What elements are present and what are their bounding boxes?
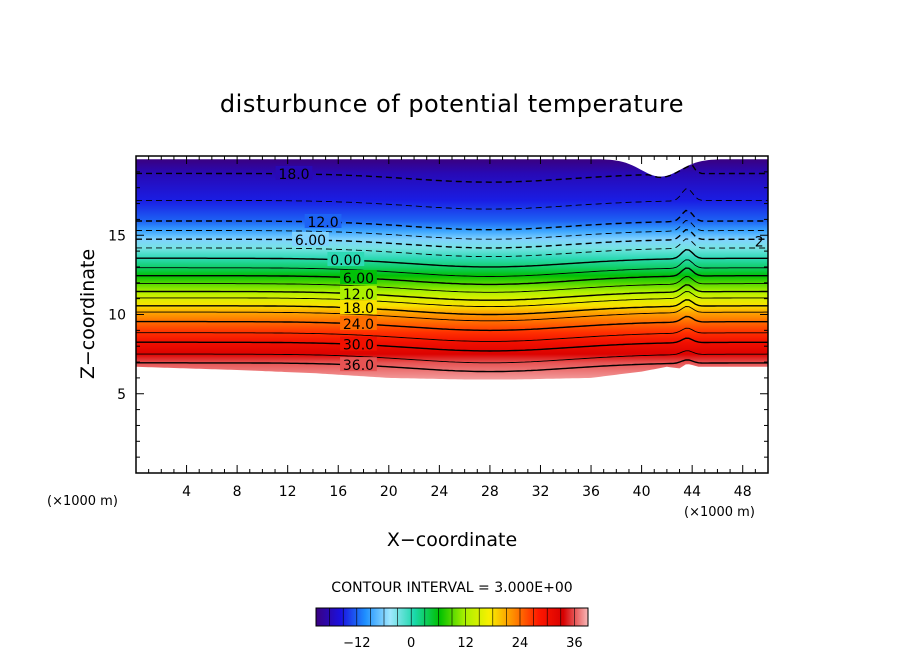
contour-line <box>136 284 768 301</box>
x-tick-label: 36 <box>582 484 600 500</box>
colorbar: −12 0 12 24 36 <box>315 607 589 651</box>
contour-line <box>136 315 768 332</box>
contour-line <box>136 209 768 231</box>
contour-line <box>136 306 768 322</box>
colorbar-tick-label: 24 <box>512 636 529 651</box>
contour-labels: 36.030.024.018.012.06.000.006.0012.018.0… <box>275 165 764 374</box>
x-axis-label: X−coordinate <box>387 529 517 551</box>
contour-label: 2 <box>755 235 764 251</box>
x-axis-ticks: 4 8 12 16 20 24 28 32 36 40 44 48 <box>148 156 756 500</box>
contour-line <box>136 276 768 293</box>
x-tick-label: 4 <box>182 484 191 500</box>
contour-label: 18.0 <box>278 167 309 183</box>
contour-label: 24.0 <box>343 317 374 333</box>
contour-label-bg <box>327 251 365 266</box>
contour-label-bg <box>340 300 377 315</box>
contour-line <box>136 220 768 240</box>
contour-line <box>136 267 768 286</box>
contour-lines <box>136 164 768 373</box>
y-tick-label: 10 <box>108 308 126 324</box>
contour-label-bg <box>340 269 377 284</box>
x-tick-label: 12 <box>279 484 297 500</box>
contour-line <box>136 327 768 342</box>
colorbar-tick-label: 36 <box>566 636 583 651</box>
y-axis-ticks: 5 10 15 <box>108 171 768 458</box>
x-unit-right: (×1000 m) <box>684 505 755 520</box>
contour-label-bg <box>340 315 377 330</box>
y-tick-label: 15 <box>108 228 126 244</box>
plot-area: 36.030.024.018.012.06.000.006.0012.018.0… <box>136 159 768 380</box>
contour-label-bg <box>304 213 342 228</box>
contour-line <box>136 164 768 183</box>
contour-label: 0.00 <box>330 253 361 269</box>
x-tick-label: 28 <box>481 484 499 500</box>
contour-line <box>136 259 768 277</box>
y-tick-label: 5 <box>117 387 126 403</box>
contour-label-bg <box>340 285 377 300</box>
temperature-field-fill <box>136 159 768 380</box>
x-tick-label: 48 <box>734 484 752 500</box>
colorbar-tick-labels: −12 0 12 24 36 <box>343 636 583 651</box>
contour-line <box>136 350 768 364</box>
x-tick-label: 24 <box>430 484 448 500</box>
contour-line <box>136 248 768 268</box>
x-tick-label: 32 <box>532 484 550 500</box>
contour-label-bg <box>340 336 377 351</box>
contour-line <box>136 228 768 249</box>
contour-interval-text: CONTOUR INTERVAL = 3.000E+00 <box>331 580 572 596</box>
x-tick-label: 40 <box>633 484 651 500</box>
contour-label: 12.0 <box>307 215 338 231</box>
colorbar-tick-label: 0 <box>407 636 415 651</box>
contour-line <box>136 238 768 258</box>
contour-label: 36.0 <box>343 358 374 374</box>
contour-label: 12.0 <box>343 287 374 303</box>
contour-line <box>136 359 768 373</box>
colorbar-tick-label: −12 <box>343 636 370 651</box>
contour-line <box>136 299 768 316</box>
y-axis-label: Z−coordinate <box>77 249 99 379</box>
contour-label-bg <box>340 357 377 372</box>
x-tick-label: 20 <box>380 484 398 500</box>
contour-line <box>136 291 768 308</box>
contour-label: 6.00 <box>343 271 374 287</box>
contour-label: 6.00 <box>295 233 326 249</box>
contour-line <box>136 337 768 352</box>
chart-title: disturbunce of potential temperature <box>220 90 684 118</box>
colorbar-tick-label: 12 <box>457 636 474 651</box>
contour-line <box>136 188 768 210</box>
x-tick-label: 44 <box>683 484 701 500</box>
x-tick-label: 16 <box>329 484 347 500</box>
contour-label: 18.0 <box>343 301 374 317</box>
x-tick-label: 8 <box>233 484 242 500</box>
x-unit-left: (×1000 m) <box>47 494 118 509</box>
contour-label-bg <box>292 231 329 246</box>
contour-label-bg <box>275 165 313 180</box>
contour-label: 30.0 <box>343 338 374 354</box>
